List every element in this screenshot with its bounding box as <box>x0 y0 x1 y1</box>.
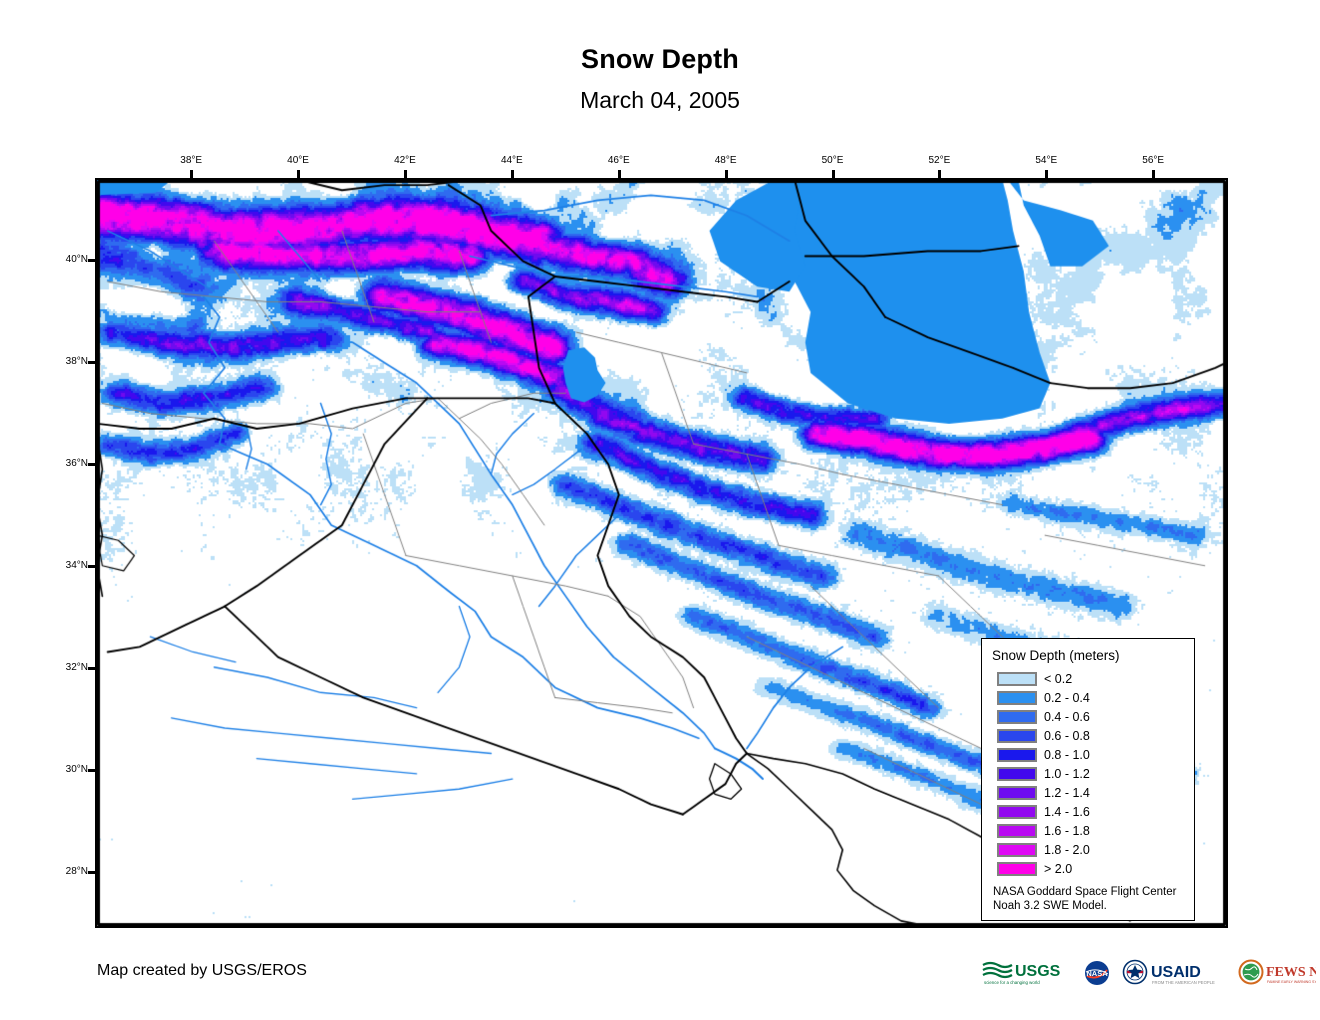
lat-tick-label: 32°N <box>65 661 88 673</box>
lon-tick-mark <box>831 170 835 178</box>
lon-tick-label: 56°E <box>1142 155 1165 166</box>
legend-label: 0.2 - 0.4 <box>1044 690 1090 705</box>
agency-logo-strip: USGS science for a changing world NASA U… <box>981 957 1316 989</box>
lat-tick-mark <box>88 768 96 772</box>
legend-note-line1: NASA Goddard Space Flight Center <box>993 886 1177 898</box>
lat-tick-label: 38°N <box>65 355 88 367</box>
legend-swatch <box>997 690 1037 705</box>
page-title: Snow Depth <box>581 44 739 74</box>
legend-row[interactable]: 1.0 - 1.2 <box>991 764 1185 783</box>
legend-row[interactable]: 0.2 - 0.4 <box>991 688 1185 707</box>
legend-swatch <box>997 709 1037 724</box>
lat-tick-mark <box>88 564 96 568</box>
usgs-logo[interactable]: USGS science for a changing world <box>981 959 1073 987</box>
lon-tick-mark <box>297 170 301 178</box>
legend-row[interactable]: 1.2 - 1.4 <box>991 783 1185 802</box>
lon-tick-label: 48°E <box>714 155 737 166</box>
lat-tick-label: 28°N <box>65 865 88 877</box>
map-frame[interactable] <box>95 178 1228 928</box>
svg-text:FEWS NET: FEWS NET <box>1266 965 1316 980</box>
legend-label: 0.8 - 1.0 <box>1044 747 1090 762</box>
legend-row[interactable]: 0.8 - 1.0 <box>991 745 1185 764</box>
lat-tick-label: 30°N <box>65 763 88 775</box>
legend-label: 1.0 - 1.2 <box>1044 766 1090 781</box>
svg-text:science for a changing world: science for a changing world <box>984 980 1040 985</box>
usgs-wave-mark <box>982 961 1013 979</box>
lat-tick-mark <box>88 666 96 670</box>
legend-class-list: < 0.2 0.2 - 0.4 0.4 - 0.6 0.6 - 0.8 0.8 - 1.… <box>991 669 1185 878</box>
legend-swatch <box>997 842 1037 857</box>
lon-tick-label: 40°E <box>287 155 309 166</box>
legend-swatch <box>997 804 1037 819</box>
svg-text:USGS: USGS <box>1015 963 1061 980</box>
legend-row[interactable]: > 2.0 <box>991 859 1185 878</box>
lon-tick-mark <box>617 170 621 178</box>
lon-tick-mark <box>403 170 407 178</box>
svg-text:FROM THE AMERICAN PEOPLE: FROM THE AMERICAN PEOPLE <box>1152 980 1215 985</box>
lon-tick-mark <box>938 170 942 178</box>
svg-text:NASA: NASA <box>1086 969 1108 978</box>
usaid-logo[interactable]: USAID FROM THE AMERICAN PEOPLE <box>1121 959 1229 987</box>
lon-tick-mark <box>1045 170 1049 178</box>
legend-label: 1.2 - 1.4 <box>1044 785 1090 800</box>
lon-tick-mark <box>190 170 194 178</box>
lon-tick-label: 38°E <box>180 155 203 166</box>
lon-tick-label: 46°E <box>607 155 630 166</box>
legend-note-line2: Noah 3.2 SWE Model. <box>993 900 1107 912</box>
legend-row[interactable]: 0.4 - 0.6 <box>991 707 1185 726</box>
legend-swatch <box>997 728 1037 743</box>
lat-tick-label: 36°N <box>65 457 88 469</box>
legend-swatch <box>997 766 1037 781</box>
legend-row[interactable]: 1.8 - 2.0 <box>991 840 1185 859</box>
lat-tick-mark <box>88 870 96 874</box>
lon-tick-label: 42°E <box>394 155 416 166</box>
legend-source-note: NASA Goddard Space Flight Center Noah 3.… <box>993 885 1185 913</box>
nasa-logo[interactable]: NASA <box>1082 959 1112 987</box>
lat-tick-label: 40°N <box>65 253 88 265</box>
legend-row[interactable]: 1.4 - 1.6 <box>991 802 1185 821</box>
lon-tick-label: 52°E <box>928 155 951 166</box>
legend-swatch <box>997 671 1037 686</box>
legend-swatch <box>997 747 1037 762</box>
legend-label: 0.6 - 0.8 <box>1044 728 1090 743</box>
lat-tick-mark <box>88 258 96 262</box>
legend-row[interactable]: 0.6 - 0.8 <box>991 726 1185 745</box>
lat-tick-mark <box>88 462 96 466</box>
lon-tick-label: 54°E <box>1035 155 1058 166</box>
legend-title: Snow Depth (meters) <box>992 648 1120 663</box>
legend-swatch <box>997 785 1037 800</box>
legend-row[interactable]: 1.6 - 1.8 <box>991 821 1185 840</box>
map-credit: Map created by USGS/EROS <box>97 962 307 979</box>
lon-tick-label: 50°E <box>821 155 844 166</box>
svg-text:FAMINE EARLY WARNING SYSTEMS N: FAMINE EARLY WARNING SYSTEMS NETWORK <box>1267 980 1316 984</box>
nasa-meatball <box>1085 961 1109 985</box>
lon-tick-mark <box>724 170 728 178</box>
lon-tick-label: 44°E <box>500 155 523 166</box>
legend-label: 1.8 - 2.0 <box>1044 842 1090 857</box>
fewsnet-logo[interactable]: FEWS NET FAMINE EARLY WARNING SYSTEMS NE… <box>1238 959 1316 987</box>
legend-label: < 0.2 <box>1044 671 1073 686</box>
lon-tick-mark <box>1152 170 1156 178</box>
lon-tick-mark <box>510 170 514 178</box>
page-subtitle: March 04, 2005 <box>580 87 740 113</box>
legend-label: > 2.0 <box>1044 861 1073 876</box>
lat-tick-mark <box>88 360 96 364</box>
legend-label: 1.6 - 1.8 <box>1044 823 1090 838</box>
legend-label: 1.4 - 1.6 <box>1044 804 1090 819</box>
legend-panel[interactable]: Snow Depth (meters) < 0.2 0.2 - 0.4 0.4 - … <box>981 638 1195 921</box>
legend-swatch <box>997 823 1037 838</box>
svg-text:USAID: USAID <box>1151 964 1201 981</box>
legend-row[interactable]: < 0.2 <box>991 669 1185 688</box>
lat-tick-label: 34°N <box>65 559 88 571</box>
legend-label: 0.4 - 0.6 <box>1044 709 1090 724</box>
legend-swatch <box>997 861 1037 876</box>
